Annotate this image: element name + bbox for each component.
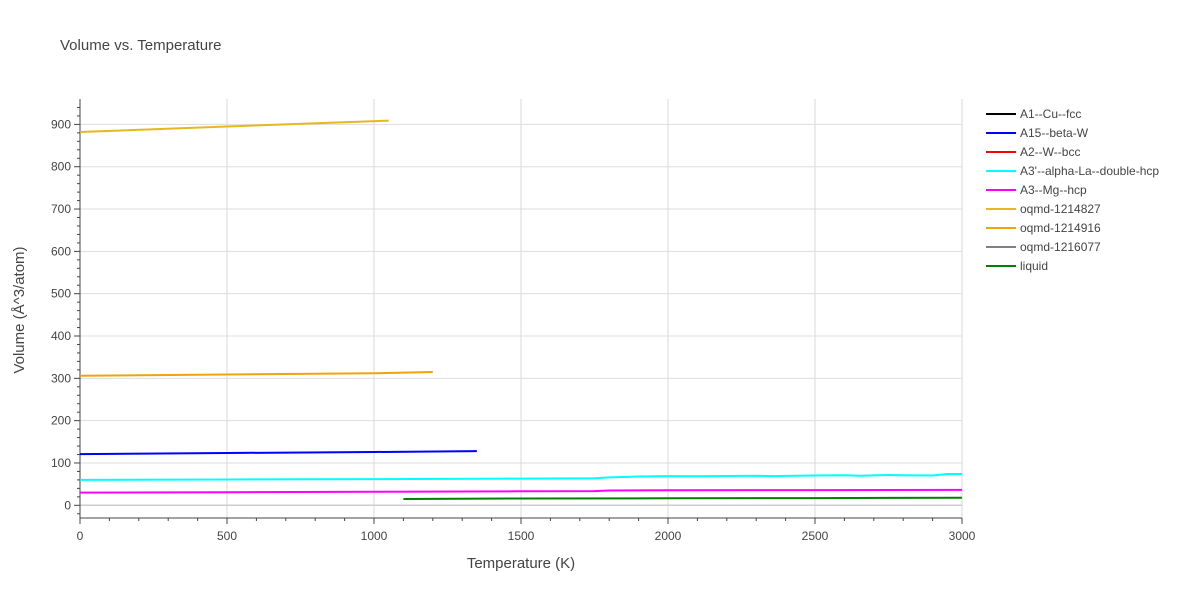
axes: 0 500 1000 1500 2000 2500 3000 0 100 200 300 400 500…	[51, 99, 976, 543]
legend-label: A3'--alpha-La--double-hcp	[1020, 164, 1159, 178]
legend-item[interactable]: liquid	[986, 259, 1048, 273]
legend-item[interactable]: A1--Cu--fcc	[986, 107, 1081, 121]
legend-label: A1--Cu--fcc	[1020, 107, 1081, 121]
legend-item[interactable]: A3--Mg--hcp	[986, 183, 1087, 197]
legend-item[interactable]: A15--beta-W	[986, 126, 1089, 140]
x-axis-label: Temperature (K)	[467, 555, 575, 572]
x-tick-label: 0	[77, 529, 84, 543]
legend[interactable]: A1--Cu--fcc A15--beta-W A2--W--bcc A3'--alp…	[986, 107, 1159, 273]
legend-label: oqmd-1214827	[1020, 202, 1101, 216]
y-tick-label: 700	[51, 202, 71, 216]
y-tick-label: 800	[51, 160, 71, 174]
legend-label: A15--beta-W	[1020, 126, 1089, 140]
series-line-oqmd-1214827	[79, 119, 389, 133]
y-tick-label: 100	[51, 456, 71, 470]
y-tick-label: 600	[51, 244, 71, 258]
y-tick-label: 500	[51, 287, 71, 301]
x-tick-label: 500	[217, 529, 237, 543]
legend-label: oqmd-1216077	[1020, 240, 1101, 254]
x-tick-label: 1500	[508, 529, 535, 543]
chart-title: Volume vs. Temperature	[60, 37, 221, 54]
y-axis-label: Volume (Å^3/atom)	[11, 246, 28, 373]
legend-item[interactable]: oqmd-1214827	[986, 202, 1101, 216]
series-line-A3'--alpha-La--double-hcp	[79, 473, 962, 481]
y-tick-label: 0	[64, 498, 71, 512]
y-tick-label: 400	[51, 329, 71, 343]
legend-item[interactable]: oqmd-1216077	[986, 240, 1101, 254]
grid-lines	[80, 99, 963, 518]
series-line-A15--beta-W	[79, 450, 477, 456]
y-tick-label: 300	[51, 371, 71, 385]
x-tick-label: 2500	[802, 529, 829, 543]
legend-item[interactable]: oqmd-1214916	[986, 221, 1101, 235]
series-line-liquid	[403, 496, 963, 500]
legend-item[interactable]: A3'--alpha-La--double-hcp	[986, 164, 1159, 178]
legend-item[interactable]: A2--W--bcc	[986, 145, 1080, 159]
y-tick-label: 900	[51, 117, 71, 131]
legend-label: liquid	[1020, 259, 1048, 273]
legend-label: A3--Mg--hcp	[1020, 183, 1087, 197]
x-tick-label: 3000	[949, 529, 976, 543]
y-tick-label: 200	[51, 414, 71, 428]
series-lines	[79, 119, 963, 500]
series-line-A3--Mg--hcp	[79, 488, 963, 494]
legend-label: oqmd-1214916	[1020, 221, 1101, 235]
x-tick-label: 1000	[361, 529, 388, 543]
x-tick-label: 2000	[655, 529, 682, 543]
legend-label: A2--W--bcc	[1020, 145, 1080, 159]
series-line-oqmd-1214916	[79, 371, 433, 377]
